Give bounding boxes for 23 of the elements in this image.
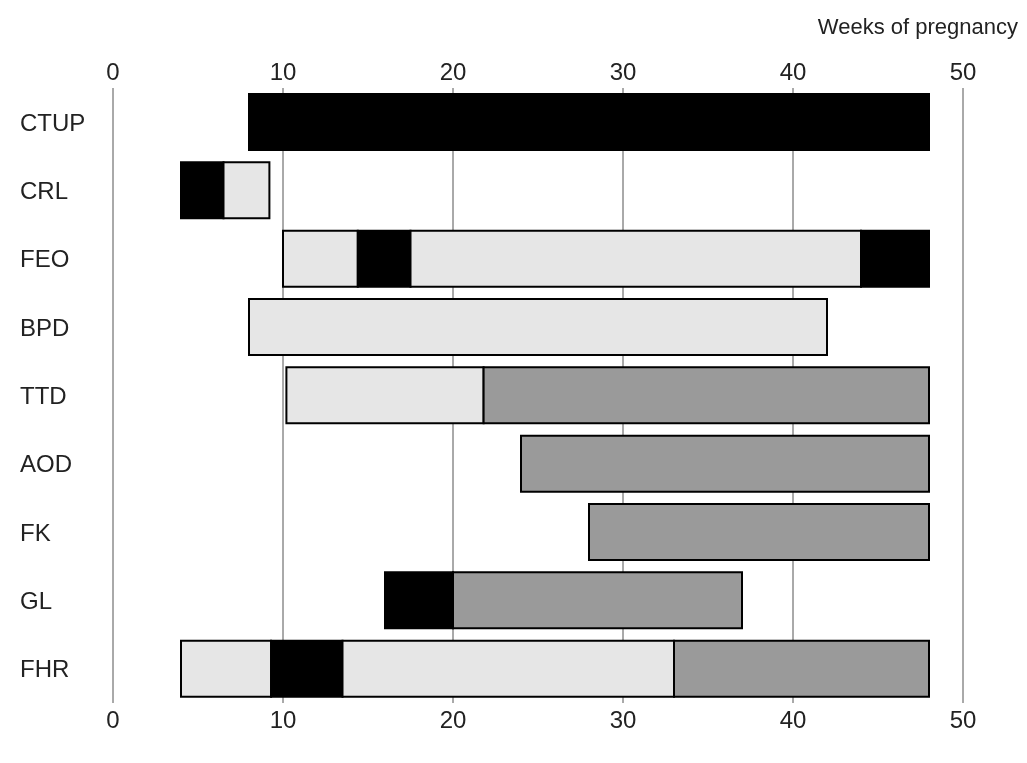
y-tick-label: FHR bbox=[20, 655, 70, 683]
y-tick-label: TTD bbox=[20, 382, 67, 410]
y-tick-label: FK bbox=[20, 518, 51, 546]
x2-tick-label: 50 bbox=[949, 58, 977, 85]
x-tick-label: 10 bbox=[269, 706, 297, 734]
bar bbox=[248, 298, 828, 356]
y-tick-label: AOD bbox=[20, 450, 73, 478]
y-tick-label: CRL bbox=[20, 177, 69, 205]
x2-tick-label: 40 bbox=[779, 58, 807, 85]
y-tick-label: FEO bbox=[20, 245, 70, 273]
x-tick-label: 30 bbox=[609, 706, 637, 734]
y-tick-label: BPD bbox=[20, 313, 70, 341]
x-tick-label: 50 bbox=[949, 706, 977, 734]
x2-tick-label: 30 bbox=[609, 58, 637, 85]
x2-tick-label: 10 bbox=[269, 58, 297, 85]
x-tick-label: 40 bbox=[779, 706, 807, 734]
y-tick-label: CTUP bbox=[20, 108, 86, 136]
x2-tick-label: 0 bbox=[106, 58, 120, 85]
y-tick-label: GL bbox=[20, 587, 53, 615]
x2-axis-title: Weeks of pregnancy bbox=[817, 14, 1018, 40]
x2-tick-label: 20 bbox=[439, 58, 467, 85]
x-tick-label: 20 bbox=[439, 706, 467, 734]
x-tick-label: 0 bbox=[106, 706, 120, 734]
